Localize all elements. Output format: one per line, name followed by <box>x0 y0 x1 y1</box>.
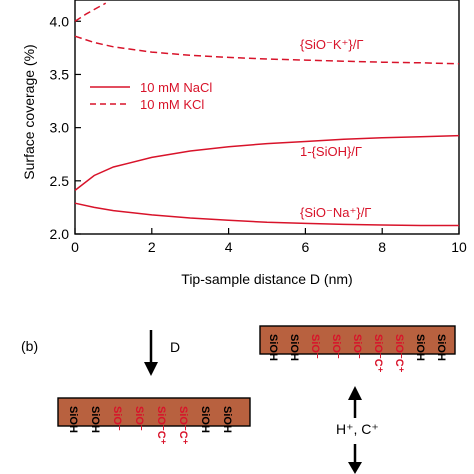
x-axis-ticks: 0 2 4 6 8 10 <box>71 228 467 255</box>
ion-down-arrow-head <box>348 462 362 474</box>
series-line-1 <box>74 134 460 191</box>
upper-surface-groups: SiOH SiOH SiO⁻ SiO⁻ SiO⁻ SiO⁻C⁺ SiO⁻C⁺ SiOH SiOH <box>267 334 447 373</box>
series-line-3 <box>74 2 107 22</box>
lower-group-0: SiOH <box>67 406 79 433</box>
upper-group-2: SiO⁻ <box>309 334 321 359</box>
distance-label: D <box>170 339 180 355</box>
lower-group-6: SiOH <box>199 406 211 433</box>
approach-arrow-head <box>144 362 158 376</box>
schematic-panel: (b) D SiOH SiOH SiO⁻ SiO⁻ SiO⁻C⁺ SiO⁻C⁺ SiOH Si… <box>21 325 456 474</box>
ions-label: H⁺, C⁺ <box>336 421 379 437</box>
upper-group-1: SiOH <box>288 334 300 361</box>
upper-group-4: SiO⁻ <box>351 334 363 359</box>
y-tick-label: 4.0 <box>50 13 70 29</box>
lower-group-2: SiO⁻ <box>111 406 123 431</box>
chart-panel: 0 2 4 6 8 10 2.0 2.5 3.0 3.5 4.0 10 mM NaCl 10 mM… <box>21 0 467 287</box>
legend-label-nacl: 10 mM NaCl <box>140 80 212 95</box>
x-tick-label: 8 <box>378 239 386 255</box>
y-tick-label: 2.0 <box>50 226 70 242</box>
x-tick-label: 10 <box>451 239 467 255</box>
annotation-nacl: {SiO⁻Na⁺}/Γ <box>300 205 371 220</box>
legend: 10 mM NaCl 10 mM KCl <box>90 80 212 112</box>
upper-group-3: SiO⁻ <box>330 334 342 359</box>
lower-surface-slab <box>57 397 251 427</box>
x-tick-label: 6 <box>302 239 310 255</box>
series-line-0 <box>74 202 459 227</box>
upper-group-7: SiOH <box>414 334 426 361</box>
lower-group-5: SiO⁻C⁺ <box>177 406 189 445</box>
lower-group-7: SiOH <box>221 406 233 433</box>
panel-label-b: (b) <box>21 338 38 354</box>
y-tick-label: 3.5 <box>50 66 70 82</box>
y-axis-ticks: 2.0 2.5 3.0 3.5 4.0 <box>50 13 81 242</box>
annotation-kcl: {SiO⁻K⁺}/Γ <box>300 37 364 52</box>
y-tick-label: 2.5 <box>50 173 70 189</box>
x-tick-label: 4 <box>225 239 233 255</box>
series-line-2 <box>74 35 460 65</box>
upper-surface-slab <box>259 325 456 355</box>
x-tick-label: 0 <box>71 239 79 255</box>
lower-surface-groups: SiOH SiOH SiO⁻ SiO⁻ SiO⁻C⁺ SiO⁻C⁺ SiOH SiOH <box>67 406 233 445</box>
ion-up-arrow-head <box>348 386 362 400</box>
lower-group-3: SiO⁻ <box>133 406 145 431</box>
upper-group-8: SiOH <box>435 334 447 361</box>
legend-label-kcl: 10 mM KCl <box>140 97 204 112</box>
upper-group-5: SiO⁻C⁺ <box>372 334 384 373</box>
upper-group-0: SiOH <box>267 334 279 361</box>
series-layer <box>74 2 460 227</box>
annotation-sioh: 1-{SiOH}/Γ <box>300 144 362 159</box>
lower-group-1: SiOH <box>89 406 101 433</box>
y-axis-title: Surface coverage (%) <box>21 44 37 179</box>
plot-frame <box>74 0 460 235</box>
x-tick-label: 2 <box>148 239 156 255</box>
x-axis-title: Tip-sample distance D (nm) <box>181 271 352 287</box>
y-tick-label: 3.0 <box>50 120 70 136</box>
lower-group-4: SiO⁻C⁺ <box>155 406 167 445</box>
upper-group-6: SiO⁻C⁺ <box>393 334 405 373</box>
